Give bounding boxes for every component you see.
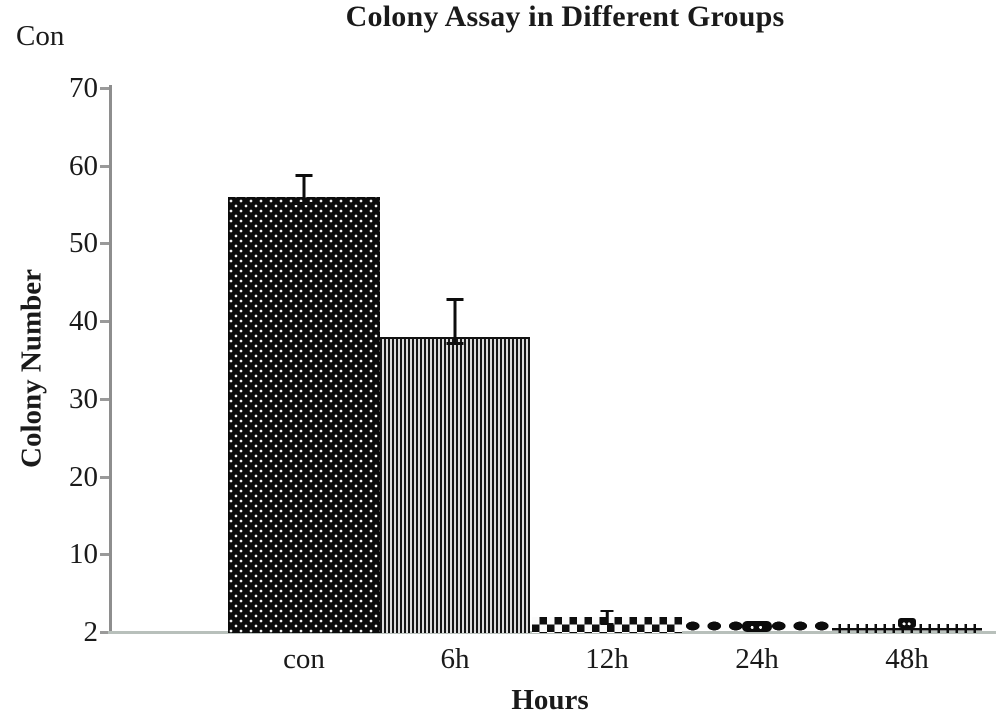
y-tick-mark [100,242,110,245]
x-category-12h: 12h [585,643,629,675]
x-category-48h: 48h [885,643,929,675]
y-tick-label-50: 50 [69,227,98,259]
error-bar-stem [302,173,306,205]
y-tick-label-2: 2 [83,616,99,648]
x-axis-title: Hours [511,684,589,716]
error-bar-cap [446,342,464,346]
error-bar-stem [605,609,609,626]
y-tick-mark [100,476,110,479]
y-tick-mark [100,631,110,634]
error-bar-cap [600,622,614,626]
y-tick-label-10: 10 [69,538,98,570]
bar-con [228,197,380,633]
y-tick-label-60: 60 [69,150,98,182]
y-tick-mark [100,320,110,323]
error-cap-24h [742,621,772,632]
x-category-6h: 6h [440,643,470,675]
corner-label: Con [16,20,65,52]
y-tick-label-30: 30 [69,383,98,415]
y-tick-mark [100,87,110,90]
y-tick-mark [100,165,110,168]
y-axis-line [109,85,112,633]
error-bar-stem [453,298,457,346]
x-category-24h: 24h [735,643,779,675]
bar-48h [832,623,982,633]
chart-title: Colony Assay in Different Groups [345,0,785,33]
y-tick-label-70: 70 [69,72,98,104]
y-tick-label-40: 40 [69,305,98,337]
y-tick-label-20: 20 [69,461,98,493]
y-tick-mark [100,553,110,556]
x-category-con: con [283,643,325,675]
error-bar-cap [600,609,614,613]
error-bar-cap [295,173,313,177]
y-tick-mark [100,398,110,401]
error-bar-cap [446,298,464,302]
bar-6h [380,337,530,633]
plot-area [110,88,993,633]
error-cap-48h [898,618,916,628]
error-bar-cap [295,201,313,205]
